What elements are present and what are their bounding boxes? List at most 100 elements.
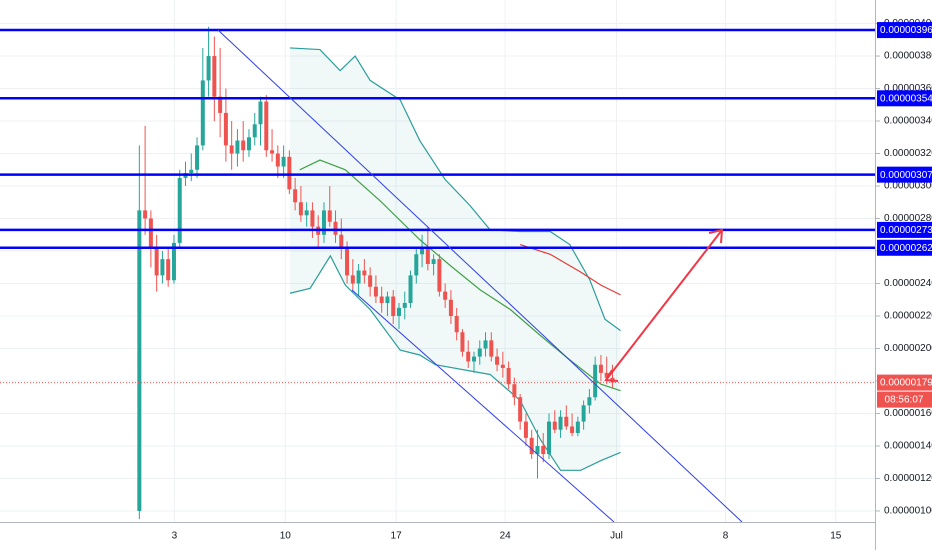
grid xyxy=(0,0,875,522)
candle-body xyxy=(547,421,552,455)
candle-body xyxy=(229,145,234,154)
candle-body xyxy=(489,340,494,357)
y-tick-label: 0.00000160 xyxy=(884,408,932,419)
arrow-head xyxy=(604,369,619,382)
indicator-line xyxy=(289,254,621,471)
countdown: 08:56:07 xyxy=(885,395,924,406)
candle-body xyxy=(241,140,246,151)
candle-body xyxy=(154,247,159,276)
candle-body xyxy=(275,153,280,167)
candle-body xyxy=(558,416,563,430)
candle-body xyxy=(541,445,546,455)
candle-body xyxy=(425,247,430,265)
candle-body xyxy=(593,364,598,398)
level-label-box xyxy=(877,166,932,183)
candle-body xyxy=(148,218,153,248)
x-tick-label: Jul xyxy=(610,531,623,542)
candle-body xyxy=(443,291,448,300)
y-tick-label: 0.00000280 xyxy=(884,213,932,224)
candle-body xyxy=(310,210,315,227)
candle-body xyxy=(327,210,332,222)
indicator-line xyxy=(299,159,621,392)
candle-body xyxy=(518,397,523,422)
candle-body xyxy=(408,275,413,303)
candle-body xyxy=(604,372,609,378)
candle-body xyxy=(460,332,465,352)
y-tick-label: 0.00000140 xyxy=(884,441,932,452)
candle-body xyxy=(512,384,517,398)
level-label-box xyxy=(877,90,932,107)
candle-body xyxy=(477,348,482,357)
candle-body xyxy=(598,364,603,373)
candle-body xyxy=(529,437,534,455)
candle-body xyxy=(564,416,569,427)
level-label-box xyxy=(877,239,932,256)
candle-body xyxy=(495,356,500,365)
candle-body xyxy=(177,177,182,243)
candle-body xyxy=(195,145,200,170)
y-tick-label: 0.00000380 xyxy=(884,51,932,62)
candle-body xyxy=(212,56,217,97)
candle-body xyxy=(246,137,251,151)
candle-body xyxy=(350,275,355,284)
candle-body xyxy=(304,210,309,216)
x-tick-label: 24 xyxy=(500,531,512,542)
candle-body xyxy=(581,405,586,422)
candle-body xyxy=(252,124,257,138)
candle-body xyxy=(189,169,194,174)
band-fill xyxy=(289,47,621,471)
candle-body xyxy=(345,247,350,276)
candle-body xyxy=(137,210,142,511)
candle-body xyxy=(454,315,459,333)
candle-body xyxy=(500,364,505,368)
candle-body xyxy=(339,234,344,248)
x-tick-label: 8 xyxy=(723,531,729,542)
indicator-line xyxy=(519,243,621,296)
level-label-box xyxy=(877,22,932,39)
candle-body xyxy=(206,56,211,81)
candle-body xyxy=(506,367,511,385)
current-price-box xyxy=(877,374,932,391)
y-tick-label: 0.00000320 xyxy=(884,148,932,159)
candle-body xyxy=(143,210,148,219)
current-price-label: 0.00000179 xyxy=(880,378,932,389)
candle-body xyxy=(333,221,338,235)
y-tick-label: 0.00000340 xyxy=(884,116,932,127)
candle-body xyxy=(437,259,442,292)
candle-body xyxy=(270,150,275,154)
axis: 0.00000100 0.00000120 0.00000140 0.00000160… xyxy=(172,18,932,542)
level-label: 0.00000354 xyxy=(880,93,932,104)
candle-body xyxy=(385,296,390,303)
indicator-line xyxy=(289,47,621,332)
x-tick-label: 17 xyxy=(391,531,403,542)
y-tick-label: 0.00000120 xyxy=(884,473,932,484)
arrow xyxy=(605,229,723,381)
level-label: 0.00000262 xyxy=(880,243,932,254)
level-label: 0.00000307 xyxy=(880,170,932,181)
candle-body xyxy=(373,286,378,297)
level-label: 0.00000273 xyxy=(880,225,932,236)
candle-body xyxy=(523,421,528,438)
candle-body xyxy=(402,302,407,308)
y-tick-label: 0.00000100 xyxy=(884,506,932,517)
candle-body xyxy=(431,259,436,265)
candle-body xyxy=(570,426,575,433)
candle-body xyxy=(235,140,240,154)
candle-body xyxy=(587,397,592,406)
candle-body xyxy=(264,101,269,151)
y-tick-label: 0.00000360 xyxy=(884,83,932,94)
candle-body xyxy=(160,259,165,276)
y-tick-label: 0.00000200 xyxy=(884,343,932,354)
candle-body xyxy=(448,299,453,316)
candle-body xyxy=(483,340,488,349)
candle-body xyxy=(362,270,367,276)
candle-body xyxy=(414,254,419,276)
candle-body xyxy=(368,275,373,287)
candle-body xyxy=(420,247,425,255)
candle-body xyxy=(466,351,471,362)
arrow-head xyxy=(708,228,724,244)
candle-body xyxy=(379,296,384,303)
candle-body xyxy=(535,445,540,455)
candle-body xyxy=(552,421,557,430)
